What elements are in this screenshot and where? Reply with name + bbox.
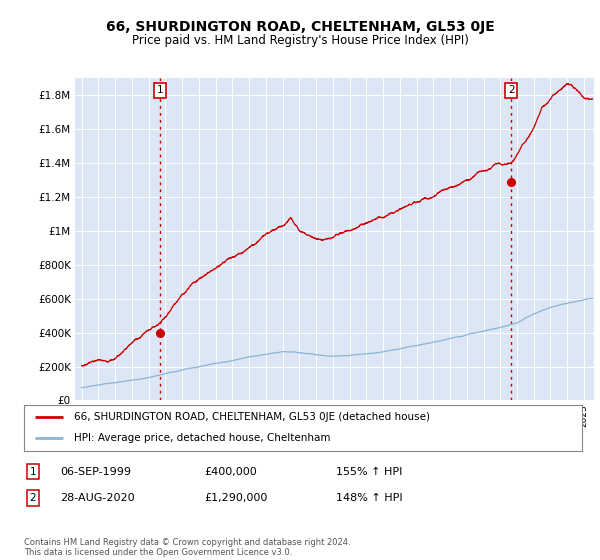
Text: 148% ↑ HPI: 148% ↑ HPI [336, 493, 403, 503]
Text: Contains HM Land Registry data © Crown copyright and database right 2024.
This d: Contains HM Land Registry data © Crown c… [24, 538, 350, 557]
Text: 2: 2 [29, 493, 37, 503]
Text: 28-AUG-2020: 28-AUG-2020 [60, 493, 134, 503]
Text: £400,000: £400,000 [204, 466, 257, 477]
Text: 66, SHURDINGTON ROAD, CHELTENHAM, GL53 0JE (detached house): 66, SHURDINGTON ROAD, CHELTENHAM, GL53 0… [74, 412, 430, 422]
Text: 1: 1 [157, 85, 163, 95]
Text: 66, SHURDINGTON ROAD, CHELTENHAM, GL53 0JE: 66, SHURDINGTON ROAD, CHELTENHAM, GL53 0… [106, 20, 494, 34]
Text: Price paid vs. HM Land Registry's House Price Index (HPI): Price paid vs. HM Land Registry's House … [131, 34, 469, 46]
Text: 155% ↑ HPI: 155% ↑ HPI [336, 466, 403, 477]
Text: HPI: Average price, detached house, Cheltenham: HPI: Average price, detached house, Chel… [74, 433, 331, 444]
Text: 1: 1 [29, 466, 37, 477]
Text: 06-SEP-1999: 06-SEP-1999 [60, 466, 131, 477]
Text: 2: 2 [508, 85, 515, 95]
Text: £1,290,000: £1,290,000 [204, 493, 268, 503]
